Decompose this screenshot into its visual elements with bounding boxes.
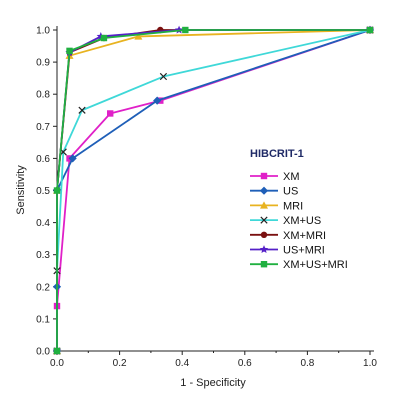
legend-swatch-marker <box>259 186 269 195</box>
legend-swatch-marker <box>260 231 268 238</box>
data-point-xm-us-mri <box>100 34 108 42</box>
data-point-xm-us-mri <box>182 26 189 34</box>
series-line-us-mri <box>56 29 370 351</box>
legend-item-xm-us-mri: XM+US+MRI <box>250 259 348 271</box>
legend-swatch-marker <box>260 261 268 268</box>
series-line-xm <box>56 29 371 351</box>
legend-label: US+MRI <box>283 245 325 257</box>
series-line-xm-us-mri <box>56 29 370 351</box>
legend-label: XM+US+MRI <box>283 259 348 271</box>
legend-item-xm-mri: XM+MRI <box>250 230 326 242</box>
legend-label: MRI <box>283 200 303 212</box>
legend-swatch-marker <box>260 201 268 209</box>
axes: 0.0 0.2 0.4 0.6 0.8 1.0 0.0 0.1 0.2 0.3 0.4 0.5 0.6 0… <box>36 26 377 370</box>
y-tick-label: 0.3 <box>36 250 50 261</box>
y-tick-label: 0.1 <box>36 314 50 325</box>
x-axis-title: 1 - Specificity <box>180 377 246 389</box>
data-point-xm-us-mri <box>366 26 374 34</box>
y-tick-label: 0.0 <box>36 347 50 358</box>
x-tick-label: 0.4 <box>175 358 189 369</box>
data-point-xm-us-mri <box>53 187 61 194</box>
y-axis-title: Sensitivity <box>15 165 27 215</box>
legend: HIBCRIT-1 XM US MRI XM+US XM+MRI US+MRI XM+US+M… <box>250 148 348 271</box>
y-tick-label: 0.2 <box>36 282 50 293</box>
x-tick-label: 0.8 <box>300 358 314 369</box>
y-tick-label: 0.4 <box>36 218 50 229</box>
x-tick-label: 1.0 <box>363 358 377 369</box>
series-line-mri <box>56 29 371 351</box>
legend-item-xm-us: XM+US <box>250 215 321 227</box>
x-tick-label: 0.2 <box>113 358 127 369</box>
series-xm-us-mri <box>53 26 374 355</box>
series-group <box>52 25 375 356</box>
series-us-mri <box>52 25 375 355</box>
y-tick-label: 0.5 <box>36 186 50 197</box>
legend-label: XM+US <box>283 215 321 227</box>
x-tick-label: 0.0 <box>50 358 64 369</box>
x-tick-label: 0.6 <box>238 358 252 369</box>
data-point-us <box>68 154 77 163</box>
legend-item-mri: MRI <box>250 200 303 212</box>
data-point-mri <box>134 32 143 40</box>
legend-swatch-marker <box>260 216 268 224</box>
series-xm-us <box>53 26 374 355</box>
y-tick-label: 1.0 <box>36 26 50 37</box>
legend-item-us: US <box>250 186 298 198</box>
data-point-xm-us <box>78 106 86 114</box>
legend-item-us-mri: US+MRI <box>250 245 325 257</box>
data-point-us <box>153 96 162 105</box>
legend-label: US <box>283 186 298 198</box>
series-line-us <box>56 29 371 351</box>
y-tick-label: 0.6 <box>36 154 50 165</box>
data-point-xm <box>107 110 114 117</box>
y-tick-label: 0.7 <box>36 122 50 133</box>
y-tick-label: 0.9 <box>36 58 50 69</box>
data-point-xm-us-mri <box>66 47 73 55</box>
legend-label: XM+MRI <box>283 230 326 242</box>
series-xm-mri <box>53 26 374 355</box>
series-line-xm-mri <box>56 29 370 351</box>
series-us <box>52 25 375 356</box>
legend-swatch-marker <box>259 245 269 254</box>
series-xm <box>53 26 374 355</box>
legend-label: XM <box>283 171 300 183</box>
series-line-xm-us <box>56 29 371 351</box>
legend-swatch-marker <box>260 172 268 180</box>
data-point-xm-us-mri <box>53 347 61 355</box>
legend-item-xm: XM <box>250 171 300 183</box>
y-tick-label: 0.8 <box>36 90 50 101</box>
legend-title: HIBCRIT-1 <box>250 148 304 160</box>
series-mri <box>53 26 374 355</box>
data-point-xm-us <box>159 72 168 81</box>
